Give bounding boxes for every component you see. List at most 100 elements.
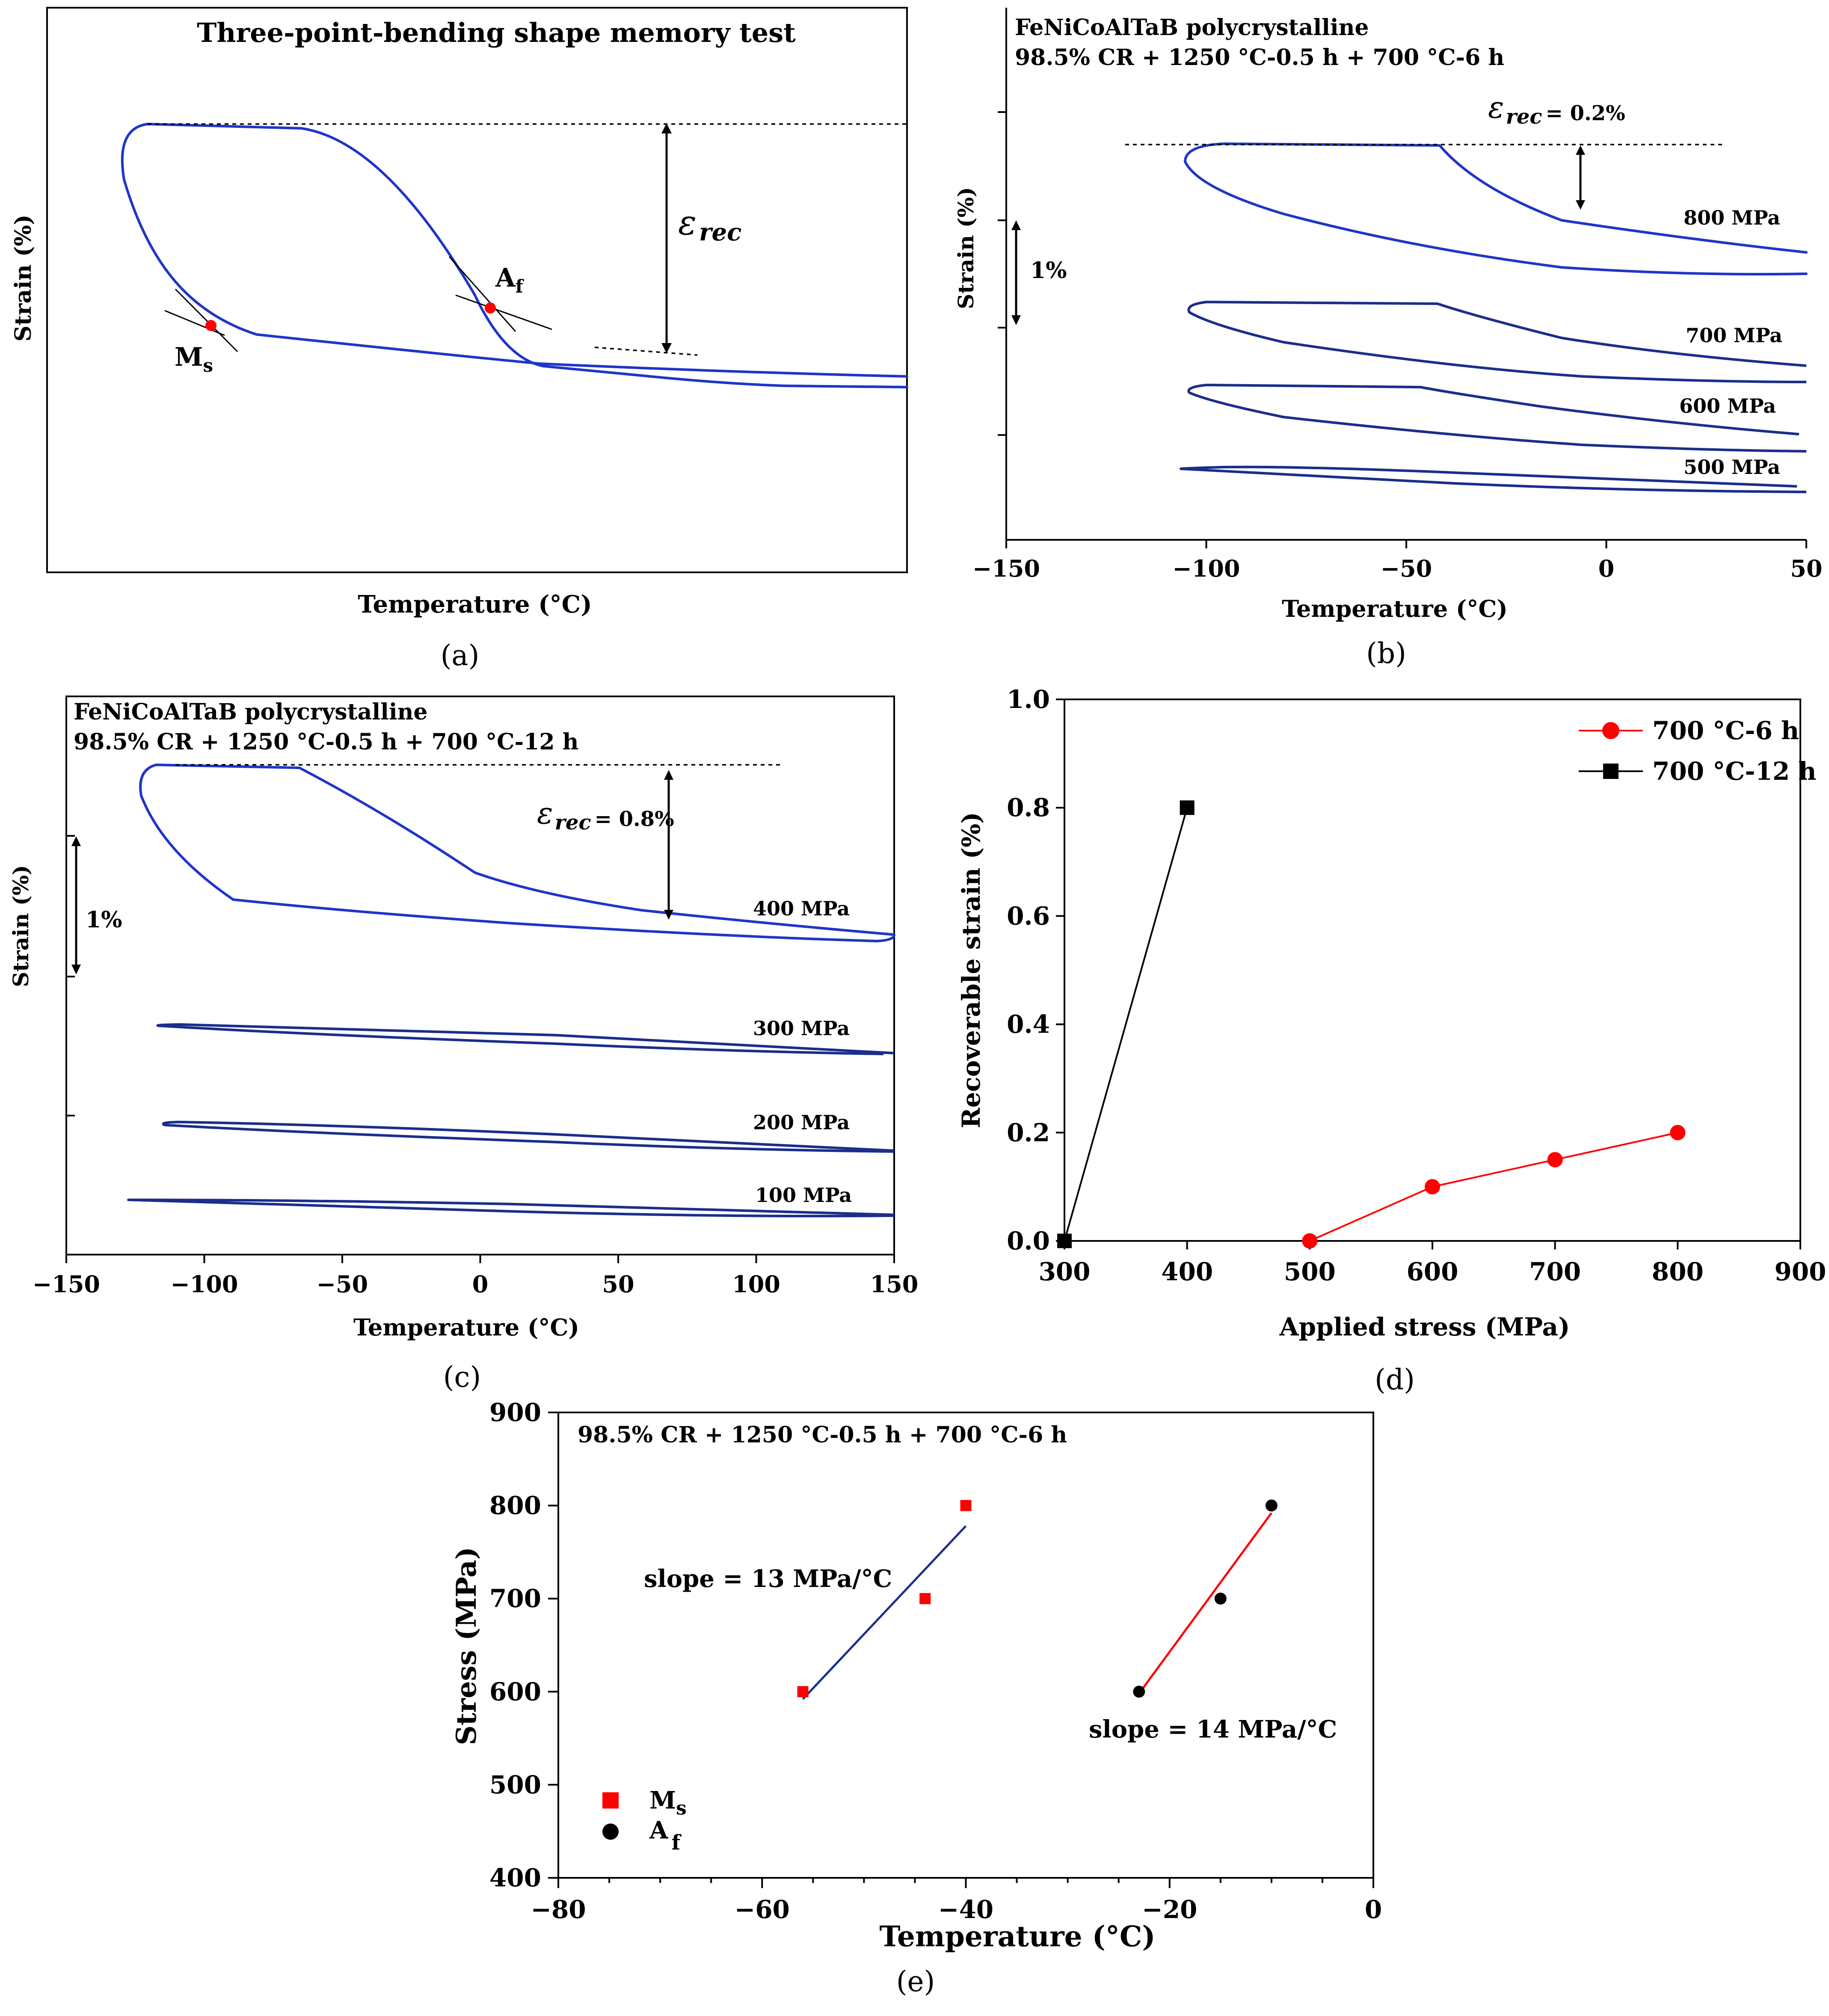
panel-d-legend-marker [1603, 764, 1619, 779]
panel-e-axes: −80 −60 −40 −20 0 400 500 600 700 800 900 [489, 1398, 1382, 1924]
panel-a-af-label: Af [495, 263, 525, 297]
panel-e-point-ms [797, 1686, 809, 1697]
panel-c-scale-arrowhead-down [71, 965, 81, 974]
panel-c-xticks: −150 −100 −50 0 50 100 150 [33, 1255, 918, 1298]
panel-b-eps-arrowhead-down [1576, 200, 1585, 210]
panel-c-loop-400 [139, 764, 895, 942]
panel-b-scale-label: 1% [1030, 258, 1067, 284]
panel-e-legend-af-marker [602, 1824, 619, 1840]
panel-d-ylabel: Recoverable strain (%) [957, 812, 986, 1128]
panel-b-ylabel: Strain (%) [953, 187, 978, 309]
panel-d-xtick-label: 600 [1406, 1257, 1458, 1286]
panel-c-stress-label: 100 MPa [755, 1184, 852, 1207]
panel-b-line1: FeNiCoAlTaB polycrystalline [1015, 15, 1369, 41]
panel-c-xtick-label: −100 [171, 1270, 238, 1298]
panel-e: 98.5% CR + 1250 °C-0.5 h + 700 °C-6 h −8… [451, 1398, 1382, 1998]
panel-b-xtick-label: −100 [1173, 555, 1240, 582]
panel-d-legend-marker [1602, 722, 1619, 739]
panel-c-caption: (c) [443, 1361, 481, 1394]
panel-c-xtick-label: −150 [33, 1270, 100, 1298]
panel-c-loop-100 [127, 1199, 895, 1217]
panel-e-ytick-label: 700 [489, 1584, 541, 1613]
panel-e-ytick-label: 800 [489, 1491, 541, 1520]
panel-b-scale-arrowhead-up [1011, 220, 1021, 230]
panel-e-slope-af: slope = 14 MPa/°C [1089, 1715, 1337, 1744]
panel-a-tangent-ms-2 [175, 288, 238, 352]
panel-d-legend-label: 700 °C-12 h [1652, 757, 1817, 786]
panel-a-frame [46, 7, 908, 573]
panel-d-point [1057, 1234, 1072, 1248]
panel-a-tangent-af-1 [455, 294, 552, 330]
panel-b-stress-label: 600 MPa [1679, 394, 1776, 417]
panel-b: −150 −100 −50 0 50 FeNiCoAlTaB polycrystalli… [953, 8, 1823, 670]
panel-b-xtick-label: −150 [972, 555, 1040, 582]
panel-d-xtick-label: 900 [1774, 1257, 1826, 1286]
panel-a-tangent-ms-1 [164, 310, 225, 336]
panel-b-eps-arrowhead-up [1576, 145, 1585, 155]
panel-e-point-af [1133, 1685, 1145, 1698]
panel-c-line1: FeNiCoAlTaB polycrystalline [74, 699, 428, 725]
panel-a-ms-point [205, 320, 216, 331]
panel-b-loop-500 [1180, 465, 1807, 493]
panel-d-point [1180, 800, 1195, 815]
panel-e-point-af [1265, 1499, 1278, 1512]
panel-b-scale-arrowhead-down [1011, 315, 1021, 325]
panel-c-eps-arrowhead-up [664, 770, 673, 780]
panel-d-xtick-label: 700 [1529, 1257, 1581, 1286]
panel-a-eps-label: ε rec [678, 203, 741, 246]
panel-d-legend: 700 °C-6 h 700 °C-12 h [1579, 716, 1817, 786]
panel-c-xtick-label: 150 [870, 1270, 919, 1298]
panel-d-xtick-label: 300 [1038, 1257, 1090, 1286]
panel-b-loop-700 [1187, 301, 1807, 383]
panel-c-xlabel: Temperature (°C) [353, 1314, 579, 1341]
panel-e-ylabel: Stress (MPa) [451, 1547, 483, 1745]
panel-e-fit-line [802, 1525, 967, 1700]
panel-e-xlabel: Temperature (°C) [879, 1920, 1155, 1953]
panel-e-xtick-label: −40 [938, 1895, 993, 1924]
panel-c-line2: 98.5% CR + 1250 °C-0.5 h + 700 °C-12 h [74, 729, 578, 755]
panel-a-loop [121, 123, 908, 388]
panel-b-xticks: −150 −100 −50 0 50 [972, 540, 1823, 582]
panel-b-xlabel: Temperature (°C) [1282, 595, 1508, 622]
panel-d-ytick-label: 0.0 [1007, 1226, 1050, 1255]
panel-d-xtick-label: 500 [1284, 1257, 1336, 1286]
panel-d-point [1670, 1125, 1686, 1140]
panel-d-xtick-label: 400 [1161, 1257, 1213, 1286]
panel-c-stress-label: 300 MPa [753, 1017, 850, 1040]
panel-c-scale-arrowhead-up [71, 836, 81, 846]
panel-a-ms-label: Ms [175, 342, 213, 376]
panel-d-ytick-label: 0.8 [1007, 793, 1050, 822]
panel-e-legend-ms-marker [602, 1792, 619, 1809]
panel-c: −150 −100 −50 0 50 100 150 FeNiCoAlTaB polycry… [8, 696, 918, 1394]
panel-c-xtick-label: 0 [472, 1270, 489, 1298]
panel-d-xtick-label: 800 [1652, 1257, 1704, 1286]
panel-d-series-line [1309, 1131, 1678, 1242]
panel-d-point [1425, 1179, 1440, 1195]
panel-c-stress-label: 400 MPa [753, 897, 850, 920]
panel-b-eps-label: εrec = 0.2% [1488, 90, 1625, 129]
panel-e-slope-ms: slope = 13 MPa/°C [644, 1565, 892, 1593]
panel-b-xtick-label: −50 [1381, 555, 1432, 582]
panel-e-ytick-label: 600 [489, 1677, 541, 1706]
panel-d-ytick-label: 0.2 [1007, 1118, 1050, 1147]
panel-d-axes: 300 400 500 600 700 800 900 0.0 0.2 0.4 0.6 0.8 1.0 [1007, 685, 1826, 1286]
panel-d-legend-label: 700 °C-6 h [1652, 716, 1799, 745]
panel-e-xtick-label: 0 [1365, 1895, 1382, 1924]
panel-a-af-point [485, 302, 496, 314]
panel-d-ytick-label: 0.4 [1007, 1010, 1050, 1039]
panel-b-xtick-label: 0 [1598, 555, 1615, 582]
panel-c-xtick-label: 50 [602, 1270, 634, 1298]
panel-d-lines [1064, 807, 1678, 1242]
panel-e-xtick-label: −60 [735, 1895, 790, 1924]
panel-b-stress-label: 500 MPa [1684, 456, 1780, 479]
panel-e-ytick-label: 500 [489, 1770, 541, 1799]
panel-e-marks [797, 1499, 1278, 1698]
panel-c-ylabel: Strain (%) [8, 865, 33, 987]
panel-c-eps-label: εrec = 0.8% [537, 796, 674, 835]
panel-a-eps-arrowhead-up [661, 123, 672, 133]
panel-c-xtick-label: −50 [317, 1270, 368, 1298]
panel-e-fit-line [1138, 1512, 1272, 1694]
